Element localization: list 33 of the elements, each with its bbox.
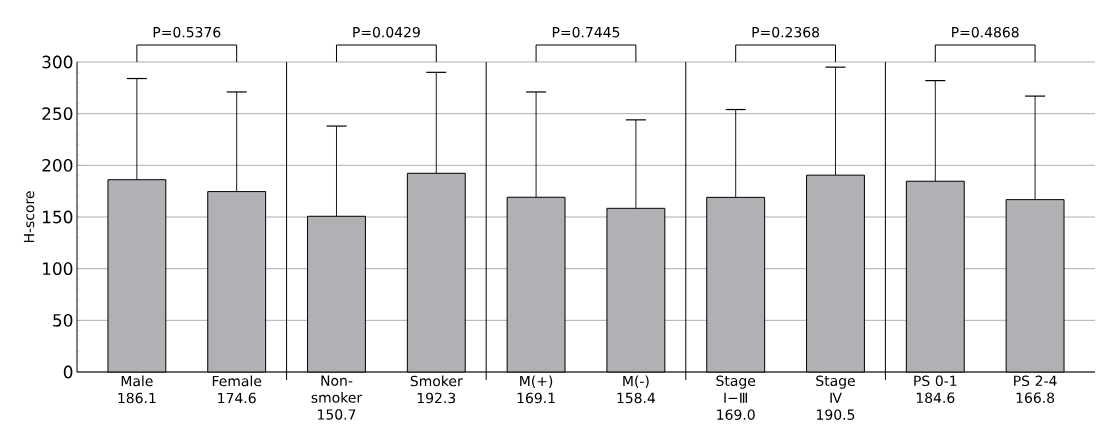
x-tick-label: Stage Ⅰ−Ⅲ — [716, 375, 756, 403]
x-tick-label: Smoker — [410, 375, 463, 387]
data-label: 169.0 — [717, 409, 755, 420]
data-label: 186.1 — [118, 392, 156, 404]
x-tick-label: M(-) — [623, 375, 649, 388]
data-label: 184.6 — [916, 392, 955, 404]
data-label: 158.4 — [617, 392, 656, 404]
text: P=0.4868 — [952, 26, 1019, 38]
x-tick-label: Female — [212, 375, 262, 387]
data-label: 166.8 — [1016, 392, 1055, 404]
data-label: 169.1 — [517, 392, 555, 404]
y-tick-label: 0 — [63, 365, 73, 379]
text: P=0.2368 — [752, 26, 820, 38]
x-tick-label: Stage Ⅳ — [816, 375, 855, 403]
y-tick-label: 300 — [42, 55, 73, 69]
data-label: 150.7 — [318, 409, 356, 420]
y-tick-label: 50 — [53, 313, 73, 327]
x-tick-label: M(+) — [520, 375, 553, 388]
y-axis-title: H-score — [23, 191, 35, 243]
y-tick-label: 250 — [42, 107, 73, 121]
data-label: 174.6 — [218, 392, 256, 404]
y-tick-label: 200 — [42, 158, 73, 172]
y-tick-label: 150 — [43, 210, 73, 224]
x-tick-label: PS 2-4 — [1014, 375, 1057, 387]
data-label: 190.5 — [817, 409, 855, 420]
x-tick-label: Male — [121, 375, 153, 387]
x-tick-label: Non-smoker — [311, 375, 363, 403]
y-tick-label: 100 — [43, 262, 73, 276]
text: P=0.0429 — [353, 26, 420, 38]
x-tick-label: PS 0-1 — [914, 375, 957, 387]
text: P=0.7445 — [552, 26, 620, 38]
text: P=0.5376 — [153, 26, 221, 38]
data-label: 192.3 — [417, 392, 456, 404]
